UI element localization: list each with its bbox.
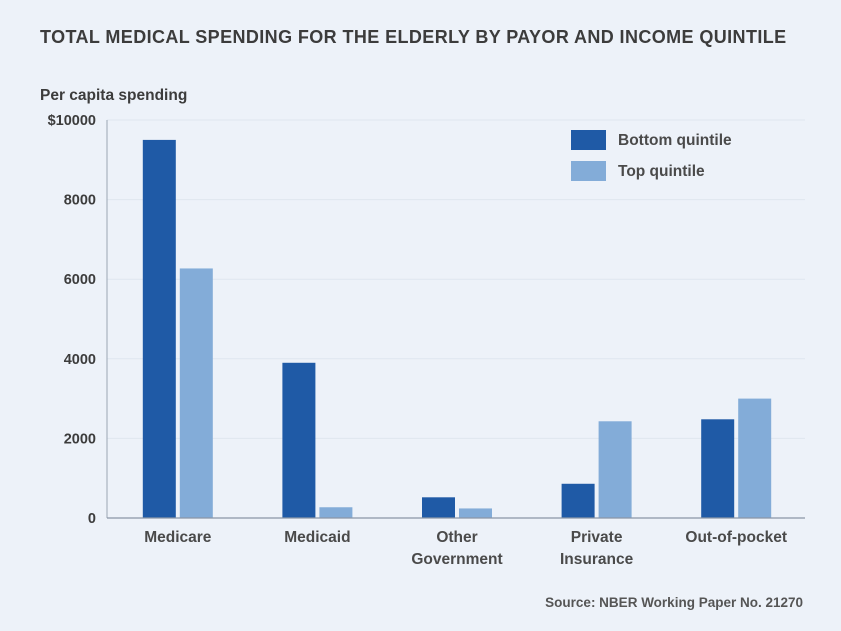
x-tick-label: Other Government: [411, 529, 502, 568]
x-tick-label-line: Private: [571, 529, 623, 546]
bar-top-quintile: [598, 421, 632, 518]
legend-label: Bottom quintile: [618, 132, 732, 149]
bar-top-quintile: [738, 398, 772, 518]
source-note: Source: NBER Working Paper No. 21270: [545, 595, 803, 610]
x-tick-labels: Medicare Medicaid Other Government Private In…: [144, 529, 787, 568]
x-tick-label-line: Other: [436, 529, 477, 546]
y-axis-label: Per capita spending: [40, 87, 187, 104]
bar-bottom-quintile: [282, 362, 316, 518]
x-tick-label: Medicare: [144, 529, 212, 546]
legend-swatch: [571, 130, 606, 150]
bar-top-quintile: [179, 268, 213, 518]
chart-title: TOTAL MEDICAL SPENDING FOR THE ELDERLY B…: [40, 27, 787, 47]
y-tick-label: $10000: [48, 113, 96, 129]
axes: Per capita spending: [40, 87, 805, 519]
bar-bottom-quintile: [561, 483, 595, 518]
bar-top-quintile: [319, 507, 353, 518]
y-tick-label: 4000: [64, 352, 96, 368]
y-tick-label: 6000: [64, 272, 96, 288]
x-tick-label: Medicaid: [284, 529, 350, 546]
gridlines: [107, 119, 805, 439]
y-tick-label: 8000: [64, 193, 96, 209]
x-tick-label-line: Medicaid: [284, 529, 350, 546]
y-tick-label: 0: [88, 511, 96, 527]
x-tick-label-line: Out-of-pocket: [685, 529, 787, 546]
x-tick-label: Out-of-pocket: [685, 529, 787, 546]
bar-bottom-quintile: [422, 497, 455, 518]
bars: [142, 139, 772, 518]
legend-label: Top quintile: [618, 163, 705, 180]
legend: Bottom quintile Top quintile: [571, 130, 732, 181]
x-tick-label: Private Insurance: [560, 529, 634, 568]
x-tick-label-line: Insurance: [560, 551, 634, 568]
y-tick-label: 2000: [64, 431, 96, 447]
y-ticks: 0 2000 4000 6000 8000 $10000: [48, 113, 96, 527]
legend-swatch: [571, 161, 606, 181]
bar-bottom-quintile: [142, 139, 176, 518]
x-tick-label-line: Medicare: [144, 529, 212, 546]
bar-bottom-quintile: [701, 419, 735, 518]
bar-top-quintile: [459, 508, 492, 518]
x-tick-label-line: Government: [411, 551, 502, 568]
